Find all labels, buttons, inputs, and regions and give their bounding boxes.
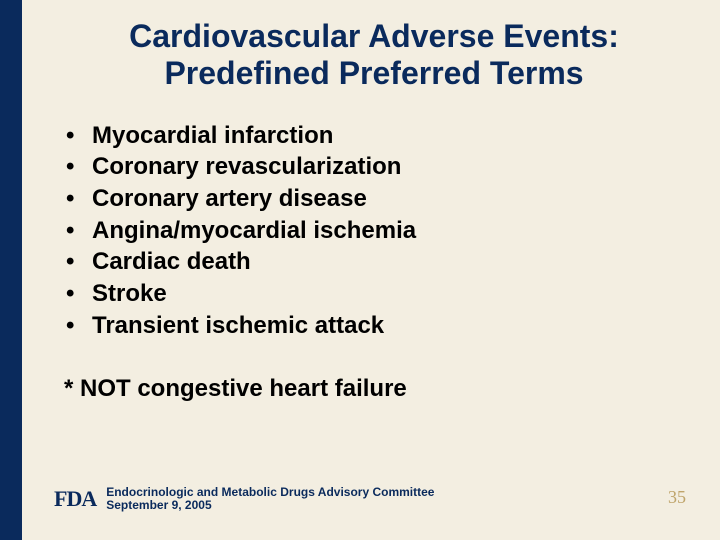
title-line-1: Cardiovascular Adverse Events: [58, 18, 690, 55]
footer-line-1: Endocrinologic and Metabolic Drugs Advis… [106, 486, 434, 499]
bullet-dot: • [66, 278, 92, 310]
bullet-text: Coronary revascularization [92, 151, 401, 183]
bullet-text: Stroke [92, 278, 167, 310]
list-item: •Angina/myocardial ischemia [66, 215, 690, 247]
bullet-text: Myocardial infarction [92, 120, 333, 152]
list-item: •Coronary revascularization [66, 151, 690, 183]
bullet-dot: • [66, 246, 92, 278]
bullet-text: Angina/myocardial ischemia [92, 215, 416, 247]
list-item: •Coronary artery disease [66, 183, 690, 215]
bullet-dot: • [66, 215, 92, 247]
list-item: •Stroke [66, 278, 690, 310]
list-item: •Transient ischemic attack [66, 310, 690, 342]
slide: Cardiovascular Adverse Events: Predefine… [0, 0, 720, 540]
bullet-dot: • [66, 310, 92, 342]
bullet-text: Coronary artery disease [92, 183, 367, 215]
footer-line-2: September 9, 2005 [106, 499, 434, 512]
fda-logo: FDA [54, 490, 96, 508]
list-item: •Myocardial infarction [66, 120, 690, 152]
title-line-2: Predefined Preferred Terms [58, 55, 690, 92]
bullet-dot: • [66, 151, 92, 183]
bullet-dot: • [66, 120, 92, 152]
footnote: * NOT congestive heart failure [64, 375, 690, 403]
bullet-dot: • [66, 183, 92, 215]
bullet-text: Cardiac death [92, 246, 251, 278]
footer-text: Endocrinologic and Metabolic Drugs Advis… [106, 486, 434, 512]
slide-title: Cardiovascular Adverse Events: Predefine… [58, 18, 690, 92]
bullet-text: Transient ischemic attack [92, 310, 384, 342]
left-accent-bar [0, 0, 22, 540]
slide-footer: FDA Endocrinologic and Metabolic Drugs A… [54, 486, 690, 512]
list-item: •Cardiac death [66, 246, 690, 278]
page-number: 35 [668, 487, 686, 508]
bullet-list: •Myocardial infarction •Coronary revascu… [66, 120, 690, 342]
slide-content: Cardiovascular Adverse Events: Predefine… [22, 0, 720, 540]
